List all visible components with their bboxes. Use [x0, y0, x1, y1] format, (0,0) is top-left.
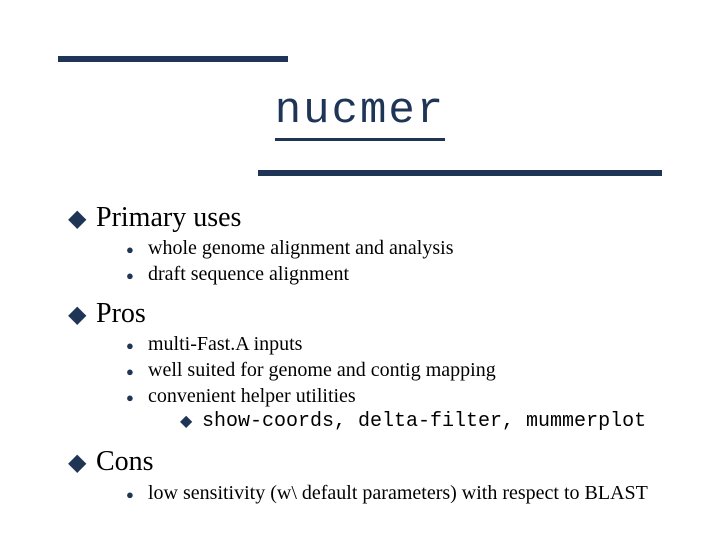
list-item: ● convenient helper utilities — [126, 384, 678, 408]
list-item: ● well suited for genome and contig mapp… — [126, 358, 678, 382]
mid-rule — [258, 170, 662, 176]
section-cons: ◆ Cons — [68, 446, 678, 478]
list-item: ● multi-Fast.A inputs — [126, 332, 678, 356]
title-text: nucmer — [275, 86, 445, 141]
dot-bullet-icon: ● — [126, 487, 148, 503]
section-primary-uses: ◆ Primary uses — [68, 202, 678, 234]
list-item: ● whole genome alignment and analysis — [126, 236, 678, 260]
dot-bullet-icon: ● — [126, 390, 148, 406]
dot-bullet-icon: ● — [126, 242, 148, 258]
section-heading: Primary uses — [96, 202, 241, 234]
slide-title: nucmer — [0, 86, 720, 136]
diamond-bullet-icon: ◆ — [68, 451, 96, 475]
sub-list-item-text: show-coords, delta-filter, mummerplot — [202, 410, 646, 434]
section-heading: Cons — [96, 446, 154, 478]
dot-bullet-icon: ● — [126, 338, 148, 354]
slide-content: ◆ Primary uses ● whole genome alignment … — [68, 196, 678, 505]
slide: nucmer ◆ Primary uses ● whole genome ali… — [0, 0, 720, 540]
list-item-text: low sensitivity (w\ default parameters) … — [148, 481, 648, 505]
sub-list-item: ◆ show-coords, delta-filter, mummerplot — [180, 410, 678, 434]
list-item-text: multi-Fast.A inputs — [148, 332, 302, 356]
dot-bullet-icon: ● — [126, 268, 148, 284]
diamond-bullet-icon: ◆ — [68, 303, 96, 327]
dot-bullet-icon: ● — [126, 364, 148, 380]
diamond-bullet-icon: ◆ — [68, 207, 96, 231]
list-item-text: convenient helper utilities — [148, 384, 356, 408]
list-item-text: well suited for genome and contig mappin… — [148, 358, 496, 382]
top-rule — [58, 56, 288, 62]
section-pros: ◆ Pros — [68, 298, 678, 330]
list-item-text: whole genome alignment and analysis — [148, 236, 453, 260]
list-item: ● low sensitivity (w\ default parameters… — [126, 481, 678, 505]
list-item: ● draft sequence alignment — [126, 262, 678, 286]
diamond-bullet-icon: ◆ — [180, 412, 202, 431]
list-item-text: draft sequence alignment — [148, 262, 349, 286]
section-heading: Pros — [96, 298, 146, 330]
